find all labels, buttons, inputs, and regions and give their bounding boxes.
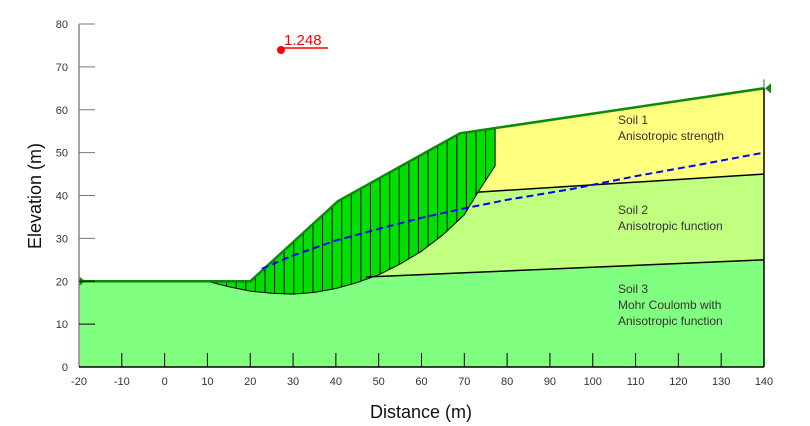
y-axis-title: Elevation (m) <box>25 143 45 249</box>
factor-of-safety-marker[interactable]: 1.248 <box>277 32 328 54</box>
x-tick-label: 60 <box>415 376 427 388</box>
soil2-name: Soil 2 <box>618 203 648 217</box>
soil1-description: Anisotropic strength <box>618 129 724 143</box>
x-tick-label: 20 <box>244 376 256 388</box>
x-tick-label: 40 <box>330 376 342 388</box>
x-tick-label: 10 <box>201 376 213 388</box>
x-tick-label: 90 <box>544 376 556 388</box>
soil1-name: Soil 1 <box>618 113 648 127</box>
factor-of-safety-value: 1.248 <box>284 32 322 49</box>
y-tick-label: 60 <box>56 105 68 117</box>
x-tick-label: 130 <box>712 376 730 388</box>
x-tick-label: 120 <box>669 376 687 388</box>
y-tick-label: 10 <box>56 319 68 331</box>
ground-surface <box>79 87 765 283</box>
y-tick-label: 30 <box>56 233 68 245</box>
x-tick-label: 0 <box>162 376 168 388</box>
x-tick-label: 140 <box>755 376 773 388</box>
y-tick-label: 70 <box>56 62 68 74</box>
x-tick-label: 30 <box>287 376 299 388</box>
x-tick-label: 100 <box>584 376 602 388</box>
soil2-description: Anisotropic function <box>618 219 723 233</box>
y-tick-label: 20 <box>56 276 68 288</box>
soil3-name: Soil 3 <box>618 282 648 296</box>
soil-boundary-2-3 <box>365 259 765 278</box>
right-end-marker-icon <box>765 83 771 94</box>
soil-boundary-1-2 <box>477 173 765 193</box>
y-tick-label: 80 <box>56 19 68 31</box>
x-tick-label: 110 <box>627 376 645 388</box>
y-tick-label: 0 <box>62 362 68 374</box>
boundary-lines <box>79 79 771 367</box>
x-tick-label: -20 <box>71 376 87 388</box>
y-tick-label: 50 <box>56 148 68 160</box>
x-tick-label: 50 <box>373 376 385 388</box>
water-table <box>261 151 765 270</box>
y-tick-label: 40 <box>56 191 68 203</box>
x-axis-title: Distance (m) <box>370 402 472 422</box>
x-tick-label: 70 <box>458 376 470 388</box>
soil3-description-line1: Mohr Coulomb with <box>618 298 721 312</box>
x-tick-label: 80 <box>501 376 513 388</box>
soil3-description-line2: Anisotropic function <box>618 314 723 328</box>
x-tick-label: -10 <box>114 376 130 388</box>
axes: 0 10 20 30 40 50 60 70 80 -20 -10 0 10 20 30 40 50 60 70 80… <box>56 19 773 388</box>
